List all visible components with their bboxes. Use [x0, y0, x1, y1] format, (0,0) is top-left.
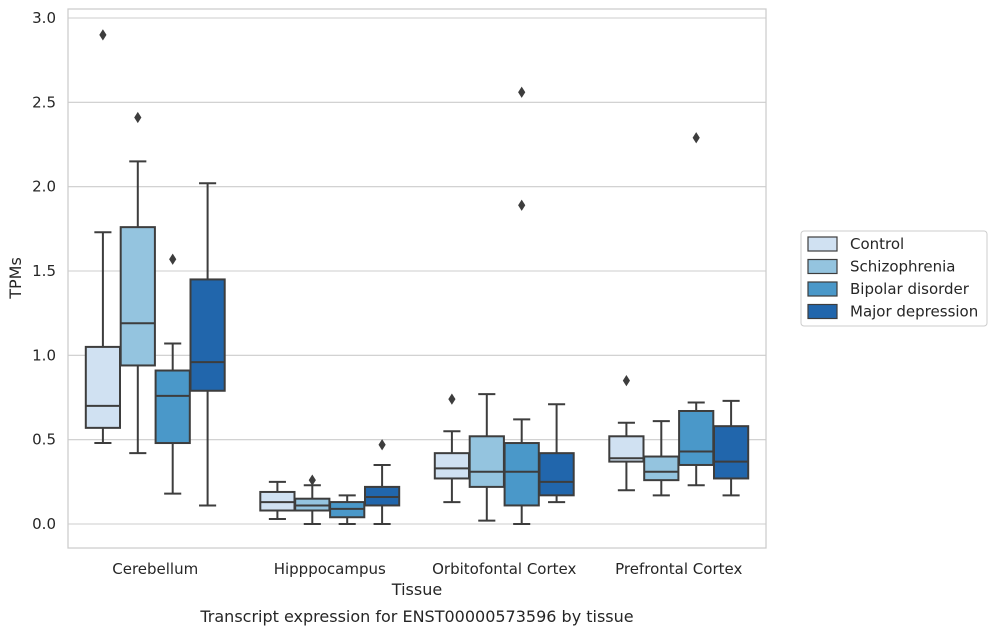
outlier-point: [518, 86, 526, 98]
box-group: [678, 132, 715, 487]
legend-label: Schizophrenia: [850, 258, 955, 276]
box-group: [503, 86, 540, 525]
y-tick-label: 2.5: [32, 93, 56, 111]
box-series: [84, 29, 750, 525]
y-tick-label: 1.0: [32, 346, 56, 364]
box-iqr: [503, 442, 540, 507]
outlier-point: [378, 439, 386, 451]
box-iqr: [538, 452, 575, 497]
outlier-point: [518, 199, 526, 211]
box-iqr: [468, 435, 505, 488]
y-tick-label: 0.5: [32, 431, 56, 449]
series-bipolar-disorder: [154, 86, 715, 525]
x-axis-title: Tissue: [391, 580, 442, 599]
box-group: [154, 253, 191, 495]
box-iqr: [712, 425, 750, 480]
box-group: [84, 29, 122, 445]
outlier-point: [99, 29, 107, 41]
y-tick-label: 3.0: [32, 9, 56, 27]
legend: Control Schizophrenia Bipolar disorder Majo…: [800, 230, 988, 327]
box-group: [712, 399, 750, 497]
box-group: [259, 480, 296, 520]
outlier-point: [134, 111, 142, 124]
box-group: [329, 494, 366, 525]
legend-swatch: [807, 258, 838, 275]
series-control: [84, 29, 645, 520]
y-tick-label: 0.0: [32, 515, 56, 533]
box-group: [433, 393, 471, 504]
outlier-point: [169, 253, 177, 265]
box-iqr: [433, 452, 471, 480]
outlier-point: [308, 474, 316, 486]
y-tick-label: 2.0: [32, 178, 56, 196]
chart-caption: Transcript expression for ENST0000057359…: [199, 607, 633, 626]
legend-label: Control: [850, 235, 904, 253]
legend-frame: [800, 230, 988, 327]
box-group: [363, 439, 401, 525]
series-schizophrenia: [119, 111, 680, 525]
legend-swatch: [807, 303, 838, 320]
legend-swatch: [807, 236, 838, 252]
box-iqr: [84, 345, 122, 429]
box-iqr: [119, 226, 156, 367]
box-group: [608, 375, 645, 492]
outlier-point: [692, 132, 700, 144]
x-axis-ticks: Cerebellum Hipppocampus Orbitofontal Corte…: [112, 560, 742, 578]
legend-label: Major depression: [850, 303, 978, 321]
legend-items: Control Schizophrenia Bipolar disorder Majo…: [807, 235, 978, 321]
legend-label: Bipolar disorder: [850, 280, 970, 298]
box-group: [189, 182, 226, 507]
legend-swatch: [807, 281, 838, 297]
x-tick-label: Prefrontal Cortex: [615, 560, 742, 578]
box-iqr: [154, 369, 191, 445]
x-tick-label: Orbitofontal Cortex: [432, 560, 576, 578]
x-tick-label: Cerebellum: [112, 560, 198, 578]
box-iqr: [643, 455, 680, 482]
box-group: [643, 420, 680, 497]
box-group: [468, 393, 505, 522]
box-group: [294, 474, 331, 525]
y-axis-title: TPMs: [6, 257, 25, 300]
x-tick-label: Hipppocampus: [274, 560, 386, 578]
outlier-point: [448, 393, 456, 405]
box-group: [538, 403, 575, 504]
plot-area-frame: [67, 8, 767, 549]
y-tick-label: 1.5: [32, 262, 56, 280]
box-iqr: [678, 409, 715, 466]
box-group: [119, 111, 156, 455]
series-major-depression: [189, 182, 750, 525]
outlier-point: [622, 375, 630, 387]
y-axis-ticks: 0.0 0.5 1.0 1.5 2.0 2.5 3.0: [32, 9, 56, 533]
box-iqr: [189, 278, 226, 392]
